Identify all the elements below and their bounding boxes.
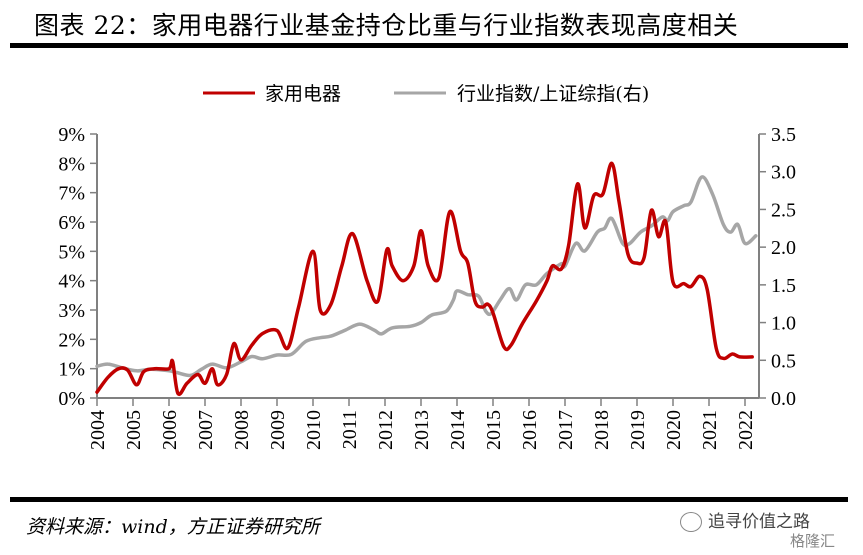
- y-right-tick-label: 3.5: [771, 124, 796, 146]
- top-rule: [10, 43, 848, 48]
- chart-title: 图表 22：家用电器行业基金持仓比重与行业指数表现高度相关: [34, 11, 739, 40]
- x-tick-label: 2004: [87, 410, 109, 450]
- y-left-tick-label: 8%: [58, 153, 85, 175]
- y-right-tick-label: 3.0: [771, 162, 796, 184]
- x-tick-label: 2015: [483, 410, 505, 450]
- y-right-tick-label: 0.5: [771, 350, 796, 372]
- x-tick-label: 2005: [123, 410, 145, 450]
- x-tick-label: 2013: [411, 410, 433, 450]
- x-tick-label: 2021: [699, 410, 721, 450]
- y-left-tick-label: 4%: [58, 271, 85, 293]
- y-left-tick-label: 1%: [58, 359, 85, 381]
- source-note: 资料来源：wind，方正证券研究所: [26, 516, 320, 538]
- x-tick-label: 2018: [591, 410, 613, 450]
- watermark-logo: 格隆汇: [790, 532, 836, 550]
- x-tick-label: 2008: [231, 410, 253, 450]
- x-tick-label: 2010: [303, 410, 325, 450]
- x-tick-label: 2007: [195, 410, 217, 450]
- series-line-household-appliances: [95, 161, 754, 397]
- x-tick-label: 2016: [519, 410, 541, 450]
- y-left-tick-label: 3%: [58, 300, 85, 322]
- legend: 家用电器 行业指数/上证综指(右): [203, 83, 649, 105]
- legend-label-household-appliances: 家用电器: [265, 83, 341, 105]
- axes: [96, 134, 760, 399]
- y-right-tick-label: 2.5: [771, 199, 796, 221]
- y-left-tick-label: 5%: [58, 241, 85, 263]
- series-line-industry-index: [95, 175, 758, 378]
- wechat-icon: [680, 512, 702, 532]
- bottom-rule: [10, 497, 848, 502]
- y-left-tick-label: 7%: [58, 183, 85, 205]
- watermark-text: 追寻价值之路: [708, 512, 810, 532]
- x-tick-label: 2022: [735, 410, 757, 450]
- y-right-tick-label: 2.0: [771, 237, 796, 259]
- x-tick-label: 2017: [555, 410, 577, 450]
- x-tick-label: 2019: [627, 410, 649, 450]
- x-tick-label: 2012: [375, 410, 397, 450]
- y-left-tick-label: 0%: [58, 388, 85, 410]
- x-tick-label: 2009: [267, 410, 289, 450]
- y-right-tick-label: 1.0: [771, 313, 796, 335]
- legend-label-industry-index: 行业指数/上证综指(右): [457, 83, 649, 105]
- y-right-tick-label: 1.5: [771, 275, 796, 297]
- series-lines: [95, 161, 758, 397]
- x-tick-label: 2020: [663, 410, 685, 450]
- y-left-tick-label: 2%: [58, 329, 85, 351]
- x-tick-label: 2014: [447, 410, 469, 450]
- ticks: 0% 1% 2% 3% 4% 5% 6% 7% 8% 9% 0.0 0.5 1.0 1.5 2.0 2.5 3.…: [58, 124, 796, 450]
- x-tick-label: 2006: [159, 410, 181, 450]
- x-tick-label: 2011: [339, 410, 361, 449]
- watermark: 追寻价值之路: [680, 507, 810, 532]
- y-left-tick-label: 9%: [58, 124, 85, 146]
- y-right-tick-label: 0.0: [771, 388, 796, 410]
- y-left-tick-label: 6%: [58, 212, 85, 234]
